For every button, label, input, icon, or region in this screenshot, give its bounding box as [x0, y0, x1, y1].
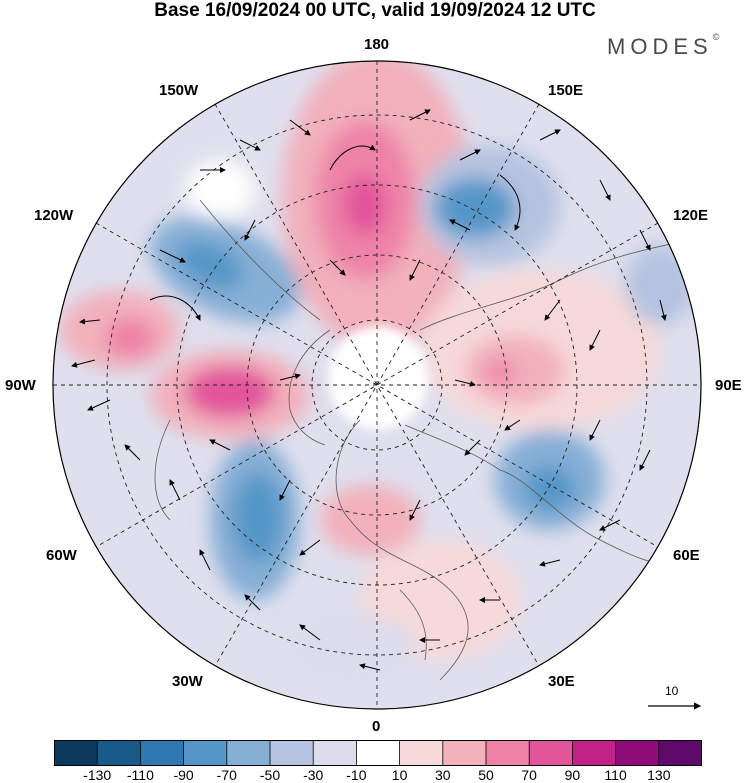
colorbar-tick-label: 30 [435, 767, 451, 783]
wind-vectors [71, 109, 667, 671]
lon-label-120w: 120W [34, 207, 74, 224]
lon-label-60w: 60W [46, 547, 77, 564]
colorbar-cell [572, 740, 617, 766]
map-title: Base 16/09/2024 00 UTC, valid 19/09/2024… [154, 0, 596, 21]
colorbar-cell [54, 740, 99, 766]
colorbar-cell [485, 740, 531, 766]
graticule [53, 61, 701, 709]
colorbar-cell [312, 740, 358, 766]
colorbar-tick-label: 50 [478, 767, 494, 783]
colorbar-cell [269, 740, 315, 766]
lon-label-180: 180 [364, 36, 390, 53]
colorbar-cell [442, 740, 487, 766]
colorbar-cell [399, 740, 444, 766]
colorbar-cell [355, 740, 401, 766]
colorbar-cell [658, 740, 702, 766]
map-disc [53, 61, 701, 709]
colorbar-cell [226, 740, 271, 766]
colorbar-cell [615, 740, 660, 766]
lon-label-90e: 90E [715, 377, 742, 394]
colorbar-cell [96, 740, 142, 766]
colorbar-cell [140, 740, 185, 766]
lon-label-0: 0 [372, 718, 381, 735]
colorbar-cell [528, 740, 574, 766]
colorbar-tick-label: 70 [521, 767, 537, 783]
colorbar-tick-label: 130 [647, 767, 671, 783]
colorbar-cell [183, 740, 228, 766]
colorbar-tick-label: -110 [126, 767, 154, 783]
lon-label-150e: 150E [548, 82, 584, 99]
map-border [52, 60, 702, 710]
colorbar-tick-label: -10 [346, 767, 367, 783]
lon-label-90w: 90W [5, 377, 36, 394]
lon-label-30w: 30W [172, 673, 203, 690]
colorbar-tick-label: -90 [173, 767, 194, 783]
brand-text: MODES [607, 34, 713, 59]
reference-vector-label: 10 [665, 684, 679, 698]
modes-logo: MODES© [607, 32, 720, 60]
coastlines [154, 199, 691, 681]
lon-label-30e: 30E [548, 673, 575, 690]
colorbar-tick-label: -70 [216, 767, 237, 783]
lon-label-120e: 120E [673, 207, 709, 224]
colorbar-tick-label: -30 [303, 767, 324, 783]
polar-cap [328, 326, 428, 430]
colorbar-tick-label: 110 [604, 767, 627, 783]
lon-label-150w: 150W [159, 82, 199, 99]
colorbar-tick-label: -130 [83, 767, 112, 783]
lon-label-60e: 60E [673, 547, 700, 564]
brand-mark: © [712, 32, 720, 42]
polar-map [52, 60, 702, 710]
colorbar-tick-label: 90 [564, 767, 581, 783]
colorbar [54, 740, 702, 766]
colorbar-tick-label: -50 [259, 767, 281, 783]
colorbar-tick-label: 10 [391, 767, 408, 783]
